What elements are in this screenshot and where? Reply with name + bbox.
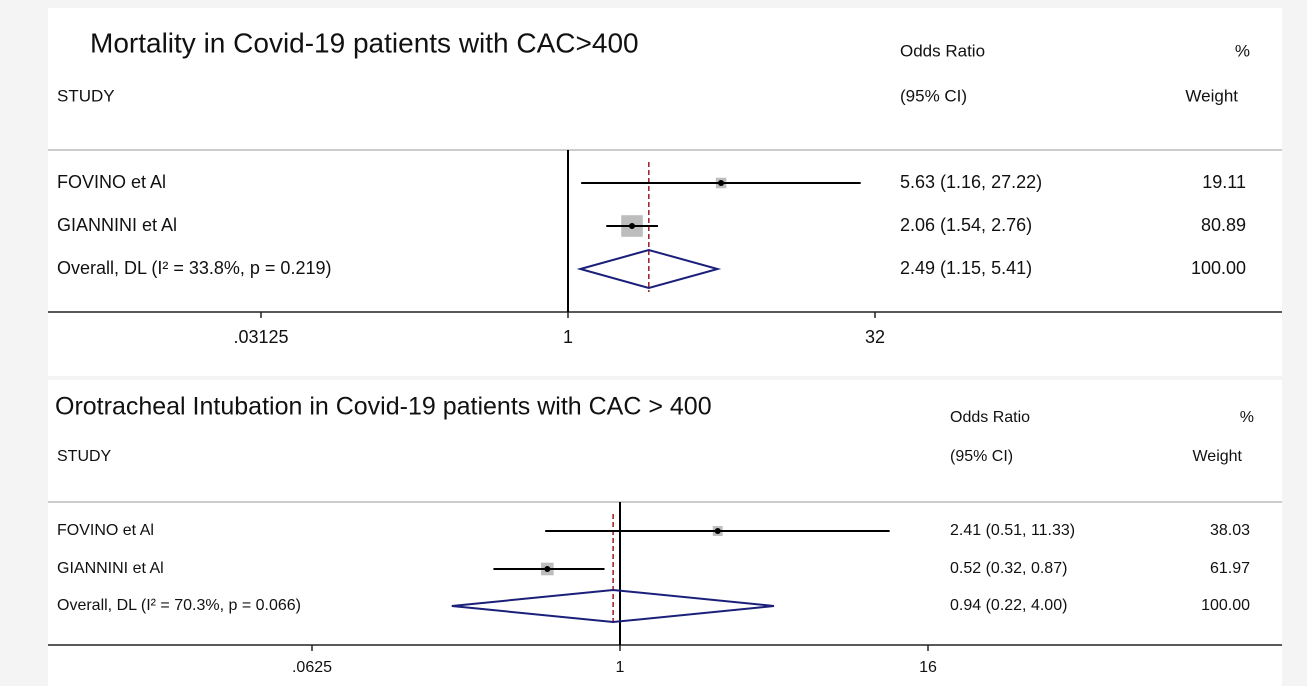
study-name: GIANNINI et Al (57, 560, 164, 577)
ci-label: 2.49 (1.15, 5.41) (900, 258, 1032, 278)
x-tick-label: .03125 (233, 327, 288, 347)
column-header: % (1240, 409, 1254, 426)
estimate-dot (718, 180, 725, 186)
ci-label: 2.41 (0.51, 11.33) (950, 522, 1075, 539)
panel-background (48, 8, 1282, 376)
ci-label: 0.94 (0.22, 4.00) (950, 597, 1067, 614)
x-tick-label: 1 (563, 327, 573, 347)
estimate-dot (544, 566, 551, 572)
study-name: FOVINO et Al (57, 172, 166, 192)
column-header: Weight (1185, 86, 1238, 105)
weight-label: 19.11 (1202, 172, 1246, 192)
column-header: STUDY (57, 448, 112, 465)
x-tick-label: .0625 (292, 659, 332, 676)
x-tick-label: 16 (919, 659, 937, 676)
weight-label: 61.97 (1210, 560, 1250, 577)
estimate-dot (629, 223, 636, 229)
column-header: Weight (1192, 448, 1242, 465)
column-header: % (1235, 41, 1250, 60)
weight-label: 38.03 (1210, 522, 1250, 539)
estimate-dot (714, 528, 721, 534)
chart-title: Orotracheal Intubation in Covid-19 patie… (55, 393, 712, 421)
weight-label: 100.00 (1191, 258, 1246, 278)
ci-label: 5.63 (1.16, 27.22) (900, 172, 1042, 192)
column-header: STUDY (57, 86, 115, 105)
weight-label: 80.89 (1201, 215, 1246, 235)
x-tick-label: 32 (865, 327, 885, 347)
ci-label: 2.06 (1.54, 2.76) (900, 215, 1032, 235)
study-name: Overall, DL (I² = 70.3%, p = 0.066) (57, 597, 301, 614)
study-name: GIANNINI et Al (57, 215, 177, 235)
overall-diamond (576, 248, 722, 290)
study-name: FOVINO et Al (57, 522, 154, 539)
study-name: Overall, DL (I² = 33.8%, p = 0.219) (57, 258, 331, 278)
chart-title: Mortality in Covid-19 patients with CAC>… (90, 27, 639, 58)
column-header: Odds Ratio (950, 409, 1030, 426)
column-header: (95% CI) (950, 448, 1013, 465)
ci-label: 0.52 (0.32, 0.87) (950, 560, 1067, 577)
column-header: Odds Ratio (900, 41, 985, 60)
overall-diamond (451, 588, 775, 624)
weight-label: 100.00 (1201, 597, 1250, 614)
x-tick-label: 1 (616, 659, 625, 676)
panel-background (48, 380, 1282, 686)
column-header: (95% CI) (900, 86, 967, 105)
